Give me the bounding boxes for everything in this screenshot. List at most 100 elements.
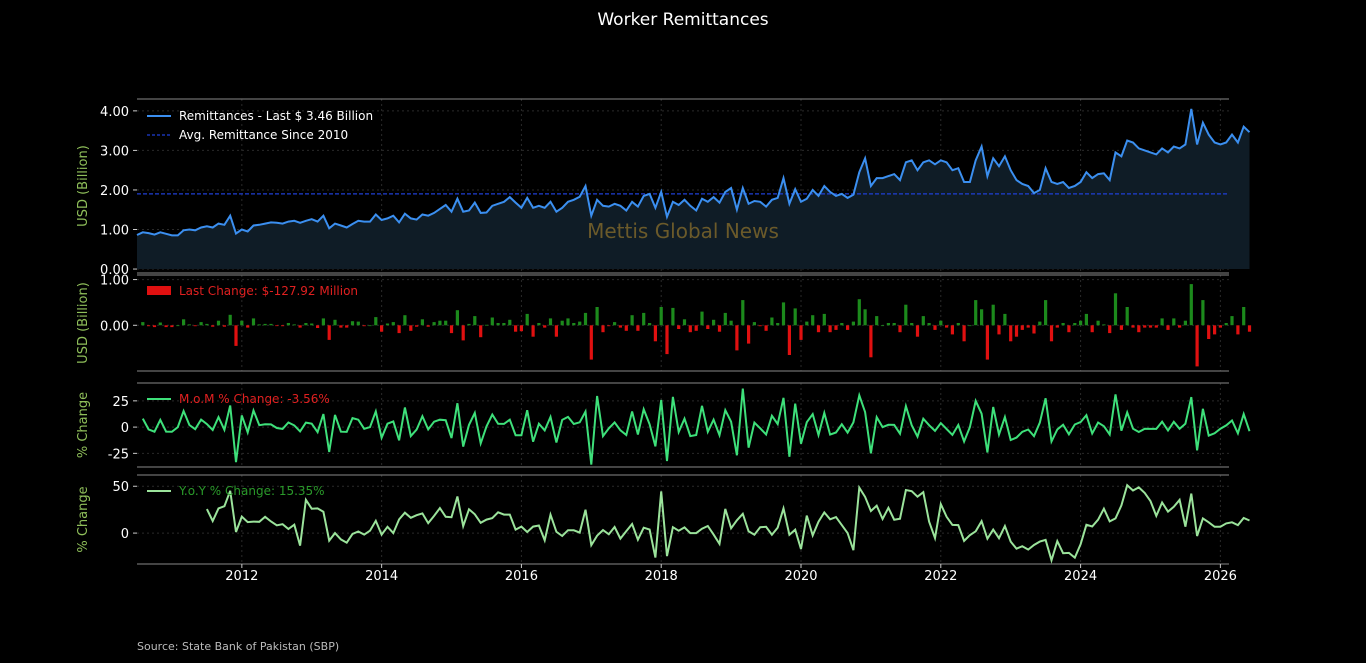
change-bar	[1096, 320, 1100, 326]
change-bar	[310, 323, 314, 326]
change-bar	[688, 325, 692, 333]
change-bar	[1213, 325, 1217, 335]
change-bar	[1230, 316, 1234, 326]
change-bar	[263, 323, 267, 326]
change-bar	[182, 319, 186, 326]
change-bar	[962, 325, 966, 342]
change-bar	[251, 318, 256, 326]
legend-label: Remittances - Last $ 3.46 Billion	[179, 109, 373, 123]
change-bar	[286, 323, 290, 326]
change-bar	[572, 323, 576, 326]
change-bar	[152, 325, 157, 328]
change-bar	[1020, 325, 1024, 330]
change-bar	[677, 325, 681, 329]
change-bar	[723, 312, 727, 326]
x-tick-label: 2024	[1064, 569, 1097, 584]
change-bar	[554, 325, 558, 337]
change-bar	[636, 325, 640, 331]
change-bar	[327, 325, 331, 340]
legend-label: Y.o.Y % Change: 15.35%	[178, 484, 325, 498]
remittance-area-fill	[137, 108, 1250, 270]
change-bar	[682, 319, 687, 326]
change-bar	[461, 325, 465, 341]
change-bar	[1102, 324, 1106, 326]
change-bar	[892, 323, 896, 326]
change-bar	[228, 314, 232, 326]
change-bar	[642, 312, 646, 326]
change-bar	[1009, 325, 1013, 342]
change-bar	[158, 322, 162, 326]
change-bar	[403, 315, 407, 326]
change-bar	[997, 325, 1001, 335]
change-bar	[426, 325, 430, 327]
change-bar	[939, 320, 943, 326]
change-bar	[391, 322, 395, 326]
x-tick-label: 2014	[365, 569, 398, 584]
change-bar	[1160, 318, 1164, 326]
change-bar	[1125, 307, 1129, 326]
change-bar	[339, 325, 343, 328]
legend-label: Last Change: $-127.92 Million	[179, 284, 358, 298]
change-bar	[1032, 325, 1036, 334]
change-bar	[141, 322, 145, 326]
change-bar	[950, 325, 954, 335]
change-bar	[537, 323, 541, 326]
change-bar	[752, 322, 756, 326]
y-axis-label: % Change	[76, 392, 91, 458]
change-bar	[211, 325, 215, 327]
change-bar	[805, 321, 809, 326]
change-bar	[1201, 300, 1205, 326]
change-bar	[246, 325, 250, 328]
change-bar	[770, 317, 774, 326]
change-bar	[863, 309, 867, 326]
change-bar	[712, 319, 716, 326]
change-bar	[543, 325, 547, 328]
x-tick-label: 2026	[1204, 569, 1237, 584]
change-bar	[910, 323, 914, 326]
change-bar	[176, 325, 180, 327]
change-bar	[479, 325, 483, 338]
y-tick-label: 4.00	[100, 105, 129, 120]
change-bar	[665, 325, 669, 355]
change-bar	[828, 325, 832, 333]
change-bar	[601, 325, 605, 333]
change-bar	[1044, 300, 1048, 326]
change-bar	[502, 323, 506, 326]
change-bar	[432, 322, 436, 326]
change-bar	[1183, 320, 1187, 326]
change-bar	[624, 325, 628, 331]
change-bar	[846, 325, 850, 330]
change-bar	[945, 325, 949, 328]
change-bar	[880, 325, 885, 327]
change-bar	[193, 325, 197, 327]
legend-label: Avg. Remittance Since 2010	[179, 128, 348, 142]
x-tick-label: 2022	[924, 569, 957, 584]
change-bar	[851, 321, 855, 326]
change-bar	[956, 323, 960, 326]
change-bar	[1038, 321, 1042, 326]
change-bar	[1236, 325, 1240, 335]
change-bar	[618, 325, 622, 328]
change-bar	[362, 325, 366, 327]
y-tick-label: -25	[108, 447, 129, 462]
change-bar	[1218, 325, 1222, 328]
change-bar	[886, 323, 890, 326]
change-bar	[374, 317, 378, 326]
change-bar	[234, 325, 238, 346]
change-bar	[735, 325, 739, 351]
mom-line	[141, 388, 1251, 465]
change-bar	[1195, 325, 1199, 367]
change-bar	[653, 325, 657, 342]
change-bar	[607, 325, 611, 327]
change-bar	[147, 325, 151, 327]
change-bar	[1242, 307, 1246, 326]
change-bar	[1090, 325, 1094, 333]
x-tick-label: 2018	[645, 569, 678, 584]
change-bar	[560, 320, 564, 326]
change-bar	[1166, 325, 1170, 330]
change-bar	[240, 320, 244, 326]
change-bar	[1172, 318, 1176, 326]
change-bar	[1026, 325, 1030, 328]
y-tick-label: 1.00	[100, 224, 129, 239]
change-bar	[793, 308, 797, 326]
